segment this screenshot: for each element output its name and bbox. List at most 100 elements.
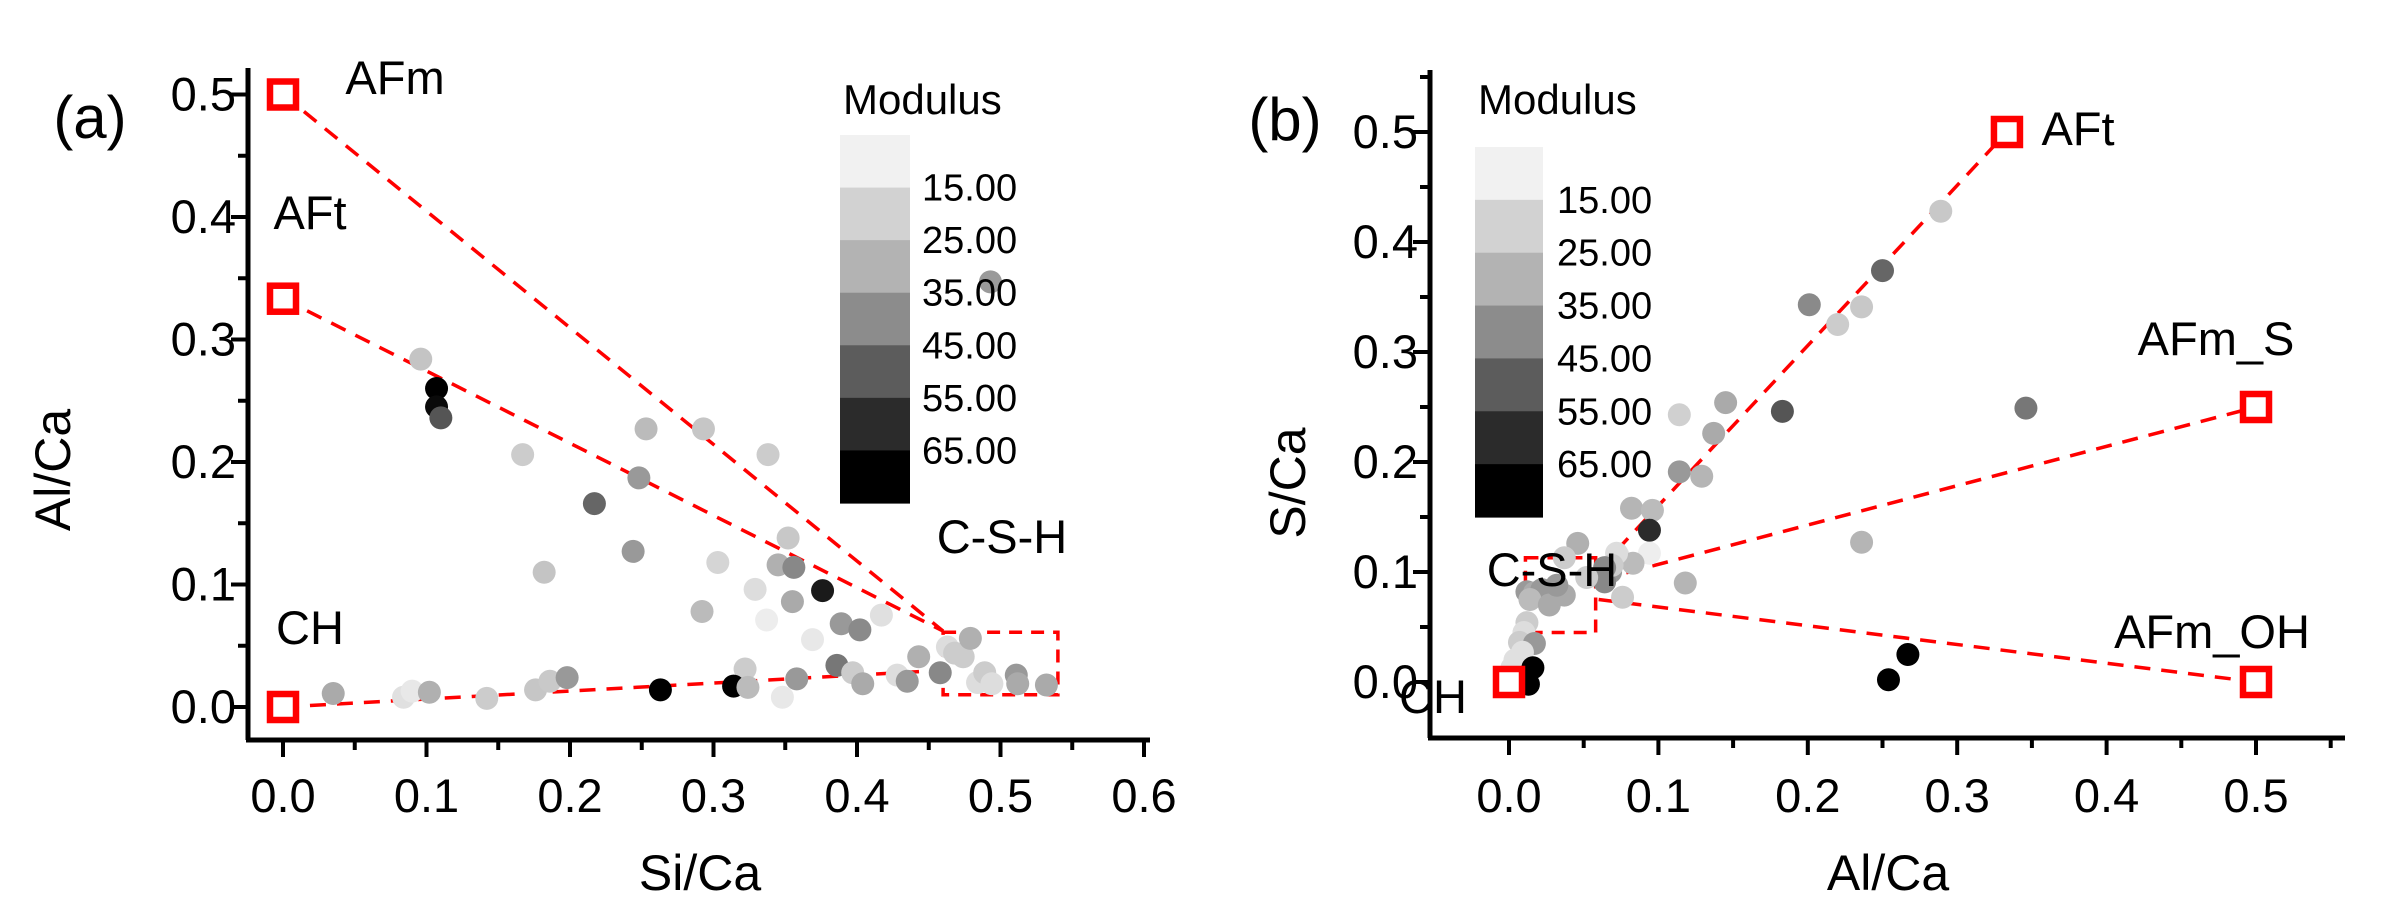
scatter-point: [1850, 530, 1874, 554]
scatter-point: [1637, 518, 1661, 542]
ref-square-aft: [1990, 115, 2024, 149]
scatter-points: [321, 270, 1058, 710]
scatter-point: [1770, 399, 1794, 423]
tie-line: [1599, 405, 2257, 582]
x-tick-label: 0.1: [1626, 769, 1691, 822]
x-tick-label: 0.2: [1775, 769, 1840, 822]
y-tick-label: 0.5: [1353, 105, 1418, 158]
y-tick-label: 0.2: [1353, 435, 1418, 488]
scatter-point: [1575, 566, 1599, 589]
ref-label: AFm_S: [2138, 312, 2295, 365]
colorbar-tick-label: 15.00: [922, 168, 1017, 210]
scatter-point: [425, 377, 449, 400]
scatter-point: [475, 686, 499, 710]
colorbar-tick-label: 55.00: [1557, 391, 1652, 433]
x-tick-label: 0.4: [2074, 769, 2139, 822]
scatter-point: [532, 560, 556, 584]
colorbar-block: [840, 397, 910, 452]
panel-b: 0.0 0.1 0.2 0.3 0.4 0.5 0.0 0.1 0.2 0.3 0.4 0.5 Al/C…: [1248, 70, 2345, 901]
scatter-point: [978, 270, 1002, 294]
colorbar-block: [1475, 199, 1543, 254]
colorbar-tick-label: 45.00: [1557, 338, 1652, 380]
scatter-point: [782, 555, 806, 579]
scatter-point: [1537, 593, 1561, 617]
x-tick-label: 0.5: [2223, 769, 2288, 822]
scatter-point: [780, 590, 804, 614]
scatter-point: [907, 645, 931, 669]
scatter-point: [851, 672, 875, 696]
ref-square-afm_oh: [2239, 665, 2273, 699]
colorbar-tick-label: 45.00: [922, 325, 1017, 367]
scatter-point: [621, 539, 645, 563]
scatter-point: [895, 669, 919, 693]
scatter-point: [538, 669, 562, 693]
y-tick-label: 0.1: [1353, 545, 1418, 598]
scatter-point: [2014, 396, 2038, 420]
x-tick-label: 0.6: [1111, 769, 1176, 822]
csh-region-label: C-S-H: [937, 510, 1068, 563]
ref-label: AFt: [2041, 102, 2114, 155]
scatter-point: [733, 657, 757, 681]
scatter-point: [1690, 464, 1714, 488]
scatter-point: [801, 628, 825, 652]
scatter-point: [755, 608, 779, 632]
scatter-point: [511, 443, 535, 467]
scatter-point: [1518, 588, 1542, 611]
scatter-point: [869, 603, 893, 627]
ref-label: AFt: [273, 186, 346, 239]
scatter-point: [582, 492, 606, 516]
scatter-point: [321, 682, 345, 706]
ref-square-ch: [1492, 665, 1526, 699]
x-tick-label: 0.0: [1476, 769, 1541, 822]
ref-square-ch: [266, 690, 300, 724]
colorbar-tick-label: 65.00: [922, 430, 1017, 472]
scatter-point: [690, 599, 714, 623]
scatter-point: [634, 417, 658, 441]
scatter-point: [1620, 496, 1644, 520]
ref-square-afm_s: [2239, 390, 2273, 424]
scatter-point: [829, 612, 853, 636]
x-tick-label: 0.2: [537, 769, 602, 822]
colorbar-block: [1475, 252, 1543, 307]
scatter-point: [429, 406, 453, 430]
scatter-point: [1876, 668, 1900, 692]
scatter-point: [1896, 643, 1920, 666]
scatter-point: [706, 550, 730, 574]
scatter-point: [1702, 421, 1726, 445]
ref-label: CH: [1399, 670, 1467, 723]
x-tick-label: 0.0: [250, 769, 315, 822]
scatter-point: [1667, 403, 1691, 427]
colorbar-block: [1475, 411, 1543, 465]
scatter-point: [1006, 672, 1030, 696]
x-axis-title: Al/Ca: [1827, 845, 1949, 901]
y-tick-label: 0.2: [171, 435, 236, 488]
x-axis-title: Si/Ca: [639, 845, 761, 901]
scatter-point: [1566, 531, 1590, 555]
scatter-point: [627, 466, 651, 490]
scatter-point: [848, 618, 872, 642]
y-tick-label: 0.0: [1353, 655, 1418, 708]
tie-line: [282, 297, 944, 633]
panel-a: 0.0 0.1 0.2 0.3 0.4 0.5 0.6 0.0 0.1 0.2 0.3 0.4 0.5 S…: [25, 51, 1177, 901]
scatter-point: [1797, 293, 1821, 317]
colorbar-tick-label: 25.00: [922, 220, 1017, 262]
ref-square-aft: [266, 282, 300, 315]
scatter-point: [1673, 571, 1697, 595]
scatter-point: [770, 685, 794, 709]
colorbar-block: [1475, 358, 1543, 412]
colorbar-block: [840, 240, 910, 294]
colorbar-tick-label: 15.00: [1557, 180, 1652, 222]
scatter-point: [743, 577, 767, 601]
y-tick-label: 0.1: [171, 558, 236, 611]
scatter-point: [1850, 295, 1874, 319]
y-tick-label: 0.3: [1353, 325, 1418, 378]
scatter-point: [417, 680, 441, 704]
x-tick-label: 0.3: [1925, 769, 1990, 822]
x-tick-label: 0.1: [394, 769, 459, 822]
scatter-point: [736, 675, 760, 699]
scatter-point: [648, 678, 672, 702]
colorbar-block: [1475, 147, 1543, 201]
scatter-point: [1929, 199, 1953, 223]
scatter-point: [1034, 673, 1058, 697]
